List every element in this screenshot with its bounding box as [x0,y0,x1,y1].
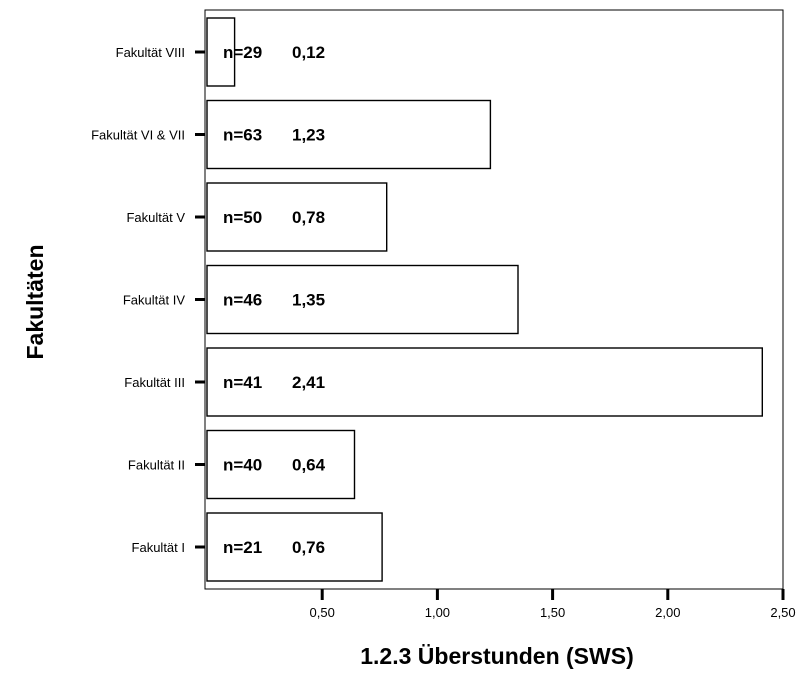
bar-value-label: 0,78 [292,208,325,227]
bar [206,17,236,87]
bar-n-label: n=50 [223,208,262,227]
bar-n-label: n=63 [223,126,262,145]
bar-value-label: 0,12 [292,43,325,62]
bar-n-label: n=40 [223,456,262,475]
x-tick-label: 2,00 [655,605,680,620]
y-tick-label: Fakultät II [128,458,185,473]
y-tick-label: Fakultät III [124,375,185,390]
y-tick-label: Fakultät IV [123,293,185,308]
bar [206,99,492,170]
bar-n-label: n=46 [223,291,262,310]
bars-group: n=21 0,76 n=40 0,64 n=41 2,41 n=46 1,35 n=50 0,78… [206,17,763,582]
bar-value-label: 2,41 [292,373,325,392]
x-tick-label: 1,00 [425,605,450,620]
y-tick-label: Fakultät I [132,540,185,555]
y-tick-label: Fakultät VIII [116,45,185,60]
bar-value-label: 0,64 [292,456,326,475]
bar-value-label: 1,23 [292,126,325,145]
x-tick-label: 0,50 [310,605,335,620]
bar [206,182,388,252]
x-tick-label: 2,50 [770,605,795,620]
bar-value-label: 0,76 [292,538,325,557]
y-axis-title: Fakultäten [22,244,48,359]
x-tick-label: 1,50 [540,605,565,620]
bar [206,512,383,582]
bar-n-label: n=21 [223,538,262,557]
bar [206,264,519,335]
y-tick-label: Fakultät VI & VII [91,128,185,143]
bar [206,347,763,417]
bar [206,429,356,500]
bar-n-label: n=41 [223,373,262,392]
y-tick-label: Fakultät V [126,210,185,225]
x-axis-title: 1.2.3 Überstunden (SWS) [360,643,633,669]
bar-n-label: n=29 [223,43,262,62]
ticks-group: Fakultät I Fakultät II Fakultät III Fakultä… [91,45,796,620]
bar-value-label: 1,35 [292,291,325,310]
